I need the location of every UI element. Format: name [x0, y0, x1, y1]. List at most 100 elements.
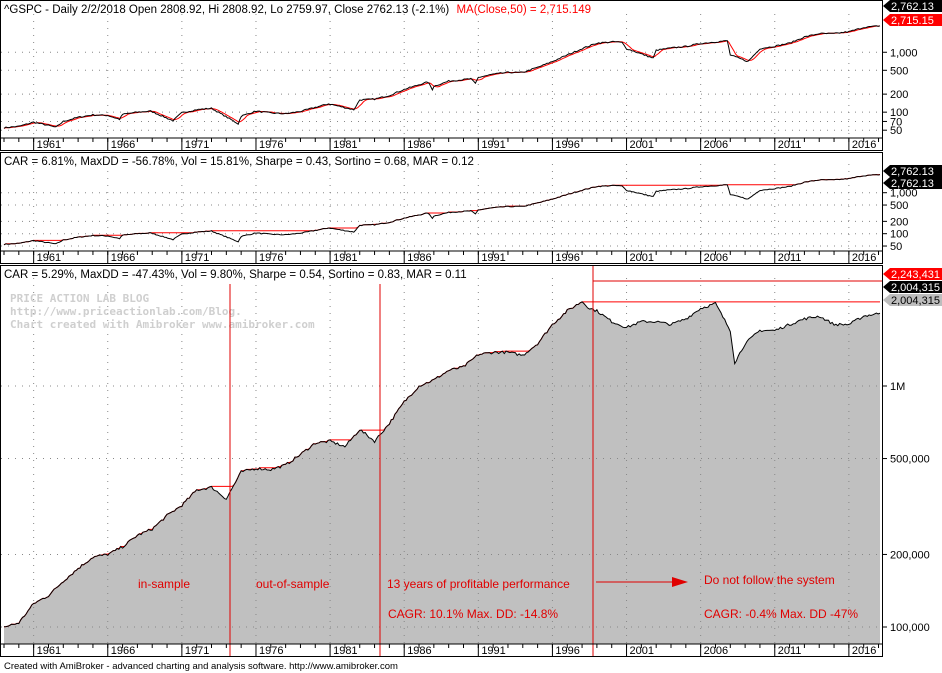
y-tick-label: 1,000 — [890, 47, 918, 59]
value-tag-bg — [883, 281, 942, 293]
x-tick-label: 1991 — [481, 252, 505, 264]
x-tick-label: 1976 — [259, 139, 283, 151]
value-tag-label: 2,715.15 — [891, 15, 934, 27]
x-tick-label: 2016 — [852, 645, 876, 657]
buyhold-grid — [1, 164, 882, 251]
value-tag-label: 2,004,315 — [891, 282, 940, 294]
watermark-line-3: Chart created with Amibroker www.amibrok… — [10, 318, 315, 331]
equity-y-axis: 1M 500,000 200,000 100,000 — [883, 381, 930, 634]
price-header-red: MA(Close,50) = 2,715.149 — [456, 4, 591, 16]
y-tick-label: 100 — [890, 229, 908, 241]
arrow-head-icon — [672, 577, 688, 587]
equity-x-axis: 1961 1966 1971 1976 1981 1986 1991 1996 2001 2006… — [1, 643, 882, 657]
x-tick-label: 2001 — [630, 645, 654, 657]
x-tick-label: 1971 — [185, 252, 209, 264]
y-tick-label: 1M — [890, 381, 905, 393]
y-tick-label: 70 — [890, 116, 902, 128]
y-tick-label: 200 — [890, 216, 908, 228]
x-tick-label: 1986 — [407, 645, 431, 657]
x-tick-label: 2006 — [704, 252, 728, 264]
y-tick-label: 50 — [890, 241, 902, 253]
watermark-line-1: PRICE ACTION LAB BLOG — [10, 292, 149, 305]
x-tick-label: 1971 — [185, 139, 209, 151]
value-tag-bg — [883, 177, 942, 189]
equity-area — [4, 301, 880, 644]
value-tag-bg — [883, 165, 942, 177]
footer-credit: Created with AmiBroker - advanced charti… — [4, 661, 398, 672]
y-tick-label: 500,000 — [890, 454, 930, 466]
annotation-cagr-after: CAGR: -0.4% Max. DD -47% — [704, 607, 858, 621]
y-tick-label: 100 — [890, 107, 908, 119]
x-tick-label: 1966 — [111, 252, 135, 264]
annotation-cagr-profitable: CAGR: 10.1% Max. DD: -14.8% — [388, 607, 558, 621]
x-tick-label: 2011 — [778, 645, 802, 657]
price-pane-header: ^GSPC - Daily 2/2/2018 Open 2808.92, Hi … — [4, 4, 591, 16]
x-tick-label: 1981 — [333, 139, 357, 151]
y-tick-label: 500 — [890, 65, 908, 77]
x-tick-label: 2006 — [704, 645, 728, 657]
value-tag-bg — [883, 294, 942, 306]
value-tag-label: 2,762.13 — [891, 178, 934, 190]
x-tick-label: 2016 — [852, 252, 876, 264]
annotation-in-sample: in-sample — [138, 577, 190, 591]
x-tick-label: 1961 — [37, 645, 61, 657]
price-pane-frame — [0, 0, 883, 151]
buyhold-series-layer — [3, 174, 881, 246]
x-tick-label: 1976 — [259, 645, 283, 657]
y-tick-label: 200,000 — [890, 549, 930, 561]
value-tag-bg — [883, 14, 942, 26]
x-tick-label: 2011 — [778, 252, 802, 264]
equity-line — [3, 301, 881, 628]
watermark-line-2: http://www.priceactionlab.com/Blog. — [10, 305, 242, 318]
x-tick-label: 2006 — [704, 139, 728, 151]
value-tag-label: 2,762.13 — [891, 1, 934, 13]
value-tag-bg — [883, 0, 942, 12]
x-tick-label: 1971 — [185, 645, 209, 657]
price-line — [3, 25, 881, 129]
value-tag-label: 2,004,315 — [891, 295, 940, 307]
x-tick-label: 1981 — [333, 645, 357, 657]
x-tick-label: 1966 — [111, 645, 135, 657]
buyhold-x-axis: 1961 1966 1971 1976 1981 1986 1991 1996 2001 2006… — [1, 250, 882, 264]
price-series-layer — [3, 25, 881, 129]
x-tick-label: 2011 — [778, 139, 802, 151]
buyhold-equity-line — [3, 174, 881, 246]
annotation-do-not-follow: Do not follow the system — [704, 573, 835, 587]
equity-pane-header: CAR = 5.29%, MaxDD = -47.43%, Vol = 9.80… — [4, 269, 467, 281]
x-tick-label: 1991 — [481, 645, 505, 657]
value-tag-label: 2,762.13 — [891, 166, 934, 178]
buyhold-header-black: CAR = 6.81%, MaxDD = -56.78%, Vol = 15.8… — [4, 156, 474, 168]
value-tags: 2,762.132,715.152,762.132,762.132,243,43… — [883, 0, 942, 307]
annotation-profitable: 13 years of profitable performance — [387, 577, 570, 591]
x-tick-label: 1996 — [555, 252, 579, 264]
value-tag-label: 2,243,431 — [891, 269, 940, 281]
x-tick-label: 1981 — [333, 252, 357, 264]
equity-grid — [1, 278, 882, 644]
x-tick-label: 1966 — [111, 139, 135, 151]
buyhold-pane-frame — [0, 152, 883, 264]
equity-header-black: CAR = 5.29%, MaxDD = -47.43%, Vol = 9.80… — [4, 269, 467, 281]
y-tick-label: 100,000 — [890, 622, 930, 634]
ma50-line — [3, 25, 881, 129]
x-tick-label: 1986 — [407, 139, 431, 151]
price-header-black: ^GSPC - Daily 2/2/2018 Open 2808.92, Hi … — [4, 4, 449, 16]
x-tick-label: 1996 — [555, 139, 579, 151]
x-tick-label: 2001 — [630, 139, 654, 151]
x-tick-label: 1961 — [37, 252, 61, 264]
x-tick-label: 2001 — [630, 252, 654, 264]
annotation-out-of-sample: out-of-sample — [256, 577, 330, 591]
x-tick-label: 2016 — [852, 139, 876, 151]
x-tick-label: 1991 — [481, 139, 505, 151]
y-tick-label: 1,000 — [890, 188, 918, 200]
y-tick-label: 200 — [890, 89, 908, 101]
value-tag-bg — [883, 268, 942, 280]
x-tick-label: 1996 — [555, 645, 579, 657]
y-tick-label: 50 — [890, 125, 902, 137]
price-x-axis: 1961 1966 1971 1976 1981 1986 1991 1996 2001 2006… — [1, 137, 882, 151]
buyhold-pane-header: CAR = 6.81%, MaxDD = -56.78%, Vol = 15.8… — [4, 156, 474, 168]
x-tick-label: 1961 — [37, 139, 61, 151]
equity-series-layer — [3, 301, 881, 628]
